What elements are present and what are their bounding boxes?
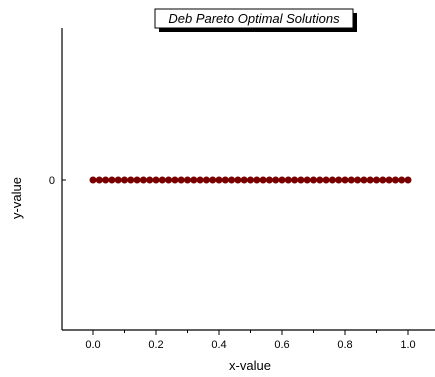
data-point (158, 176, 166, 184)
data-point (385, 176, 393, 184)
data-point (360, 176, 368, 184)
y-tick-label: 0 (49, 175, 55, 187)
x-tick-label: 0.4 (211, 339, 226, 351)
data-point (391, 176, 399, 184)
x-axis-title: x-value (229, 358, 271, 373)
x-tick-label: 0.8 (337, 339, 352, 351)
x-tick-label: 0.6 (274, 339, 289, 351)
data-point (347, 176, 355, 184)
data-point (102, 176, 110, 184)
data-point (253, 176, 261, 184)
chart-title: Deb Pareto Optimal Solutions (168, 11, 340, 26)
x-tick-label: 1.0 (400, 339, 415, 351)
data-point (202, 176, 210, 184)
data-point (228, 176, 236, 184)
data-point (108, 176, 116, 184)
data-point (121, 176, 128, 184)
data-point (139, 176, 147, 184)
data-point (303, 176, 311, 184)
data-point (240, 176, 248, 184)
data-point (127, 176, 135, 184)
x-tick-label: 0.0 (85, 339, 100, 351)
data-point (379, 176, 387, 184)
data-point (247, 176, 254, 184)
data-point (177, 176, 185, 184)
title-box (154, 8, 354, 29)
data-point (404, 176, 412, 184)
data-point (322, 176, 330, 184)
data-point (373, 176, 380, 184)
data-point (341, 176, 349, 184)
x-ticks-group: 0.0 0.2 0.4 0.6 0.8 1.0 (85, 330, 416, 351)
data-point (335, 176, 343, 184)
y-axis-title: y-value (9, 177, 24, 219)
data-point (221, 176, 229, 184)
data-point (95, 176, 103, 184)
data-point (259, 176, 267, 184)
data-point (234, 176, 242, 184)
data-point (89, 176, 97, 184)
data-point (265, 176, 273, 184)
data-point (316, 176, 324, 184)
data-point (278, 176, 286, 184)
data-point (272, 176, 280, 184)
data-point (284, 176, 292, 184)
data-point (398, 176, 406, 184)
data-point (297, 176, 305, 184)
data-point (354, 176, 362, 184)
data-point (146, 176, 154, 184)
data-point (190, 176, 198, 184)
y-ticks-group: 0 (49, 175, 66, 187)
data-point (366, 176, 374, 184)
data-point (184, 176, 191, 184)
data-point (133, 176, 141, 184)
data-point (291, 176, 299, 184)
data-point (171, 176, 179, 184)
data-point (196, 176, 204, 184)
data-point (328, 176, 336, 184)
data-point (310, 176, 317, 184)
x-tick-label: 0.2 (148, 339, 163, 351)
data-point (209, 176, 217, 184)
data-point (215, 176, 223, 184)
data-point (114, 176, 122, 184)
data-point (152, 176, 160, 184)
data-points-group (89, 176, 412, 184)
data-point (165, 176, 173, 184)
